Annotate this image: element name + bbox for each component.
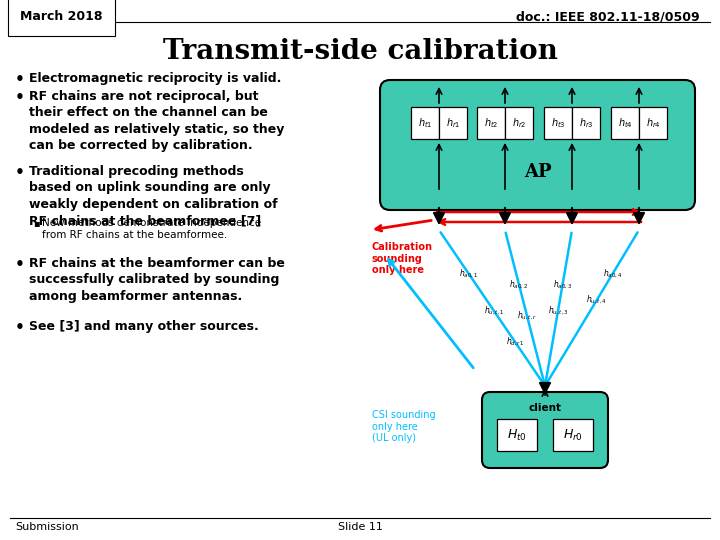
- Text: $h_{t4}$: $h_{t4}$: [618, 116, 632, 130]
- Text: Calibration
sounding
only here: Calibration sounding only here: [372, 242, 433, 275]
- FancyBboxPatch shape: [439, 107, 467, 139]
- Text: $h_{t1}$: $h_{t1}$: [418, 116, 432, 130]
- Text: $h_{r1}$: $h_{r1}$: [446, 116, 460, 130]
- Text: $h_{u,t,1}$: $h_{u,t,1}$: [484, 305, 505, 318]
- Text: $h_{u,t,3}$: $h_{u,t,3}$: [548, 305, 568, 318]
- FancyBboxPatch shape: [572, 107, 600, 139]
- FancyBboxPatch shape: [611, 107, 639, 139]
- Text: $h_{t3}$: $h_{t3}$: [551, 116, 565, 130]
- Text: $h_{t2}$: $h_{t2}$: [484, 116, 498, 130]
- Text: See [3] and many other sources.: See [3] and many other sources.: [29, 320, 258, 333]
- Text: •: •: [15, 320, 25, 335]
- Text: $h_{d,r1}$: $h_{d,r1}$: [506, 336, 524, 348]
- Text: $h_{a0,1}$: $h_{a0,1}$: [459, 267, 478, 280]
- Text: Slide 11: Slide 11: [338, 522, 382, 532]
- Text: •: •: [15, 257, 25, 272]
- FancyBboxPatch shape: [505, 107, 533, 139]
- Text: New methods demonstrate independence
from RF chains at the beamformee.: New methods demonstrate independence fro…: [42, 218, 261, 240]
- Text: $h_{u,t,r}$: $h_{u,t,r}$: [517, 309, 537, 322]
- Text: client: client: [528, 403, 562, 413]
- FancyBboxPatch shape: [639, 107, 667, 139]
- Text: $h_{a0,3}$: $h_{a0,3}$: [553, 279, 572, 291]
- Text: $h_{a0,2}$: $h_{a0,2}$: [510, 279, 528, 291]
- Text: •: •: [15, 72, 25, 87]
- Text: RF chains at the beamformer can be
successfully calibrated by sounding
among bea: RF chains at the beamformer can be succe…: [29, 257, 285, 303]
- Text: $h_{a0,4}$: $h_{a0,4}$: [603, 267, 622, 280]
- FancyBboxPatch shape: [411, 107, 439, 139]
- Text: •: •: [15, 165, 25, 180]
- FancyBboxPatch shape: [380, 80, 695, 210]
- Text: doc.: IEEE 802.11-18/0509: doc.: IEEE 802.11-18/0509: [516, 10, 700, 23]
- FancyBboxPatch shape: [497, 419, 537, 451]
- FancyBboxPatch shape: [553, 419, 593, 451]
- Text: ▪: ▪: [33, 218, 40, 228]
- Text: Traditional precoding methods
based on uplink sounding are only
weakly dependent: Traditional precoding methods based on u…: [29, 165, 278, 227]
- Text: March 2018: March 2018: [20, 10, 102, 23]
- Text: $h_{r3}$: $h_{r3}$: [579, 116, 593, 130]
- Text: $H_{t0}$: $H_{t0}$: [507, 428, 527, 443]
- Text: Electromagnetic reciprocity is valid.: Electromagnetic reciprocity is valid.: [29, 72, 282, 85]
- Text: $h_{u,t,4}$: $h_{u,t,4}$: [586, 294, 607, 306]
- Text: CSI sounding
only here
(UL only): CSI sounding only here (UL only): [372, 410, 436, 443]
- Text: $h_{r4}$: $h_{r4}$: [646, 116, 660, 130]
- Text: Transmit-side calibration: Transmit-side calibration: [163, 38, 557, 65]
- Text: $h_{r2}$: $h_{r2}$: [512, 116, 526, 130]
- Text: RF chains are not reciprocal, but
their effect on the channel can be
modeled as : RF chains are not reciprocal, but their …: [29, 90, 284, 152]
- FancyBboxPatch shape: [482, 392, 608, 468]
- Text: $H_{r0}$: $H_{r0}$: [563, 428, 583, 443]
- Text: Submission: Submission: [15, 522, 78, 532]
- Text: AP: AP: [523, 163, 552, 181]
- Text: •: •: [15, 90, 25, 105]
- FancyBboxPatch shape: [477, 107, 505, 139]
- FancyBboxPatch shape: [544, 107, 572, 139]
